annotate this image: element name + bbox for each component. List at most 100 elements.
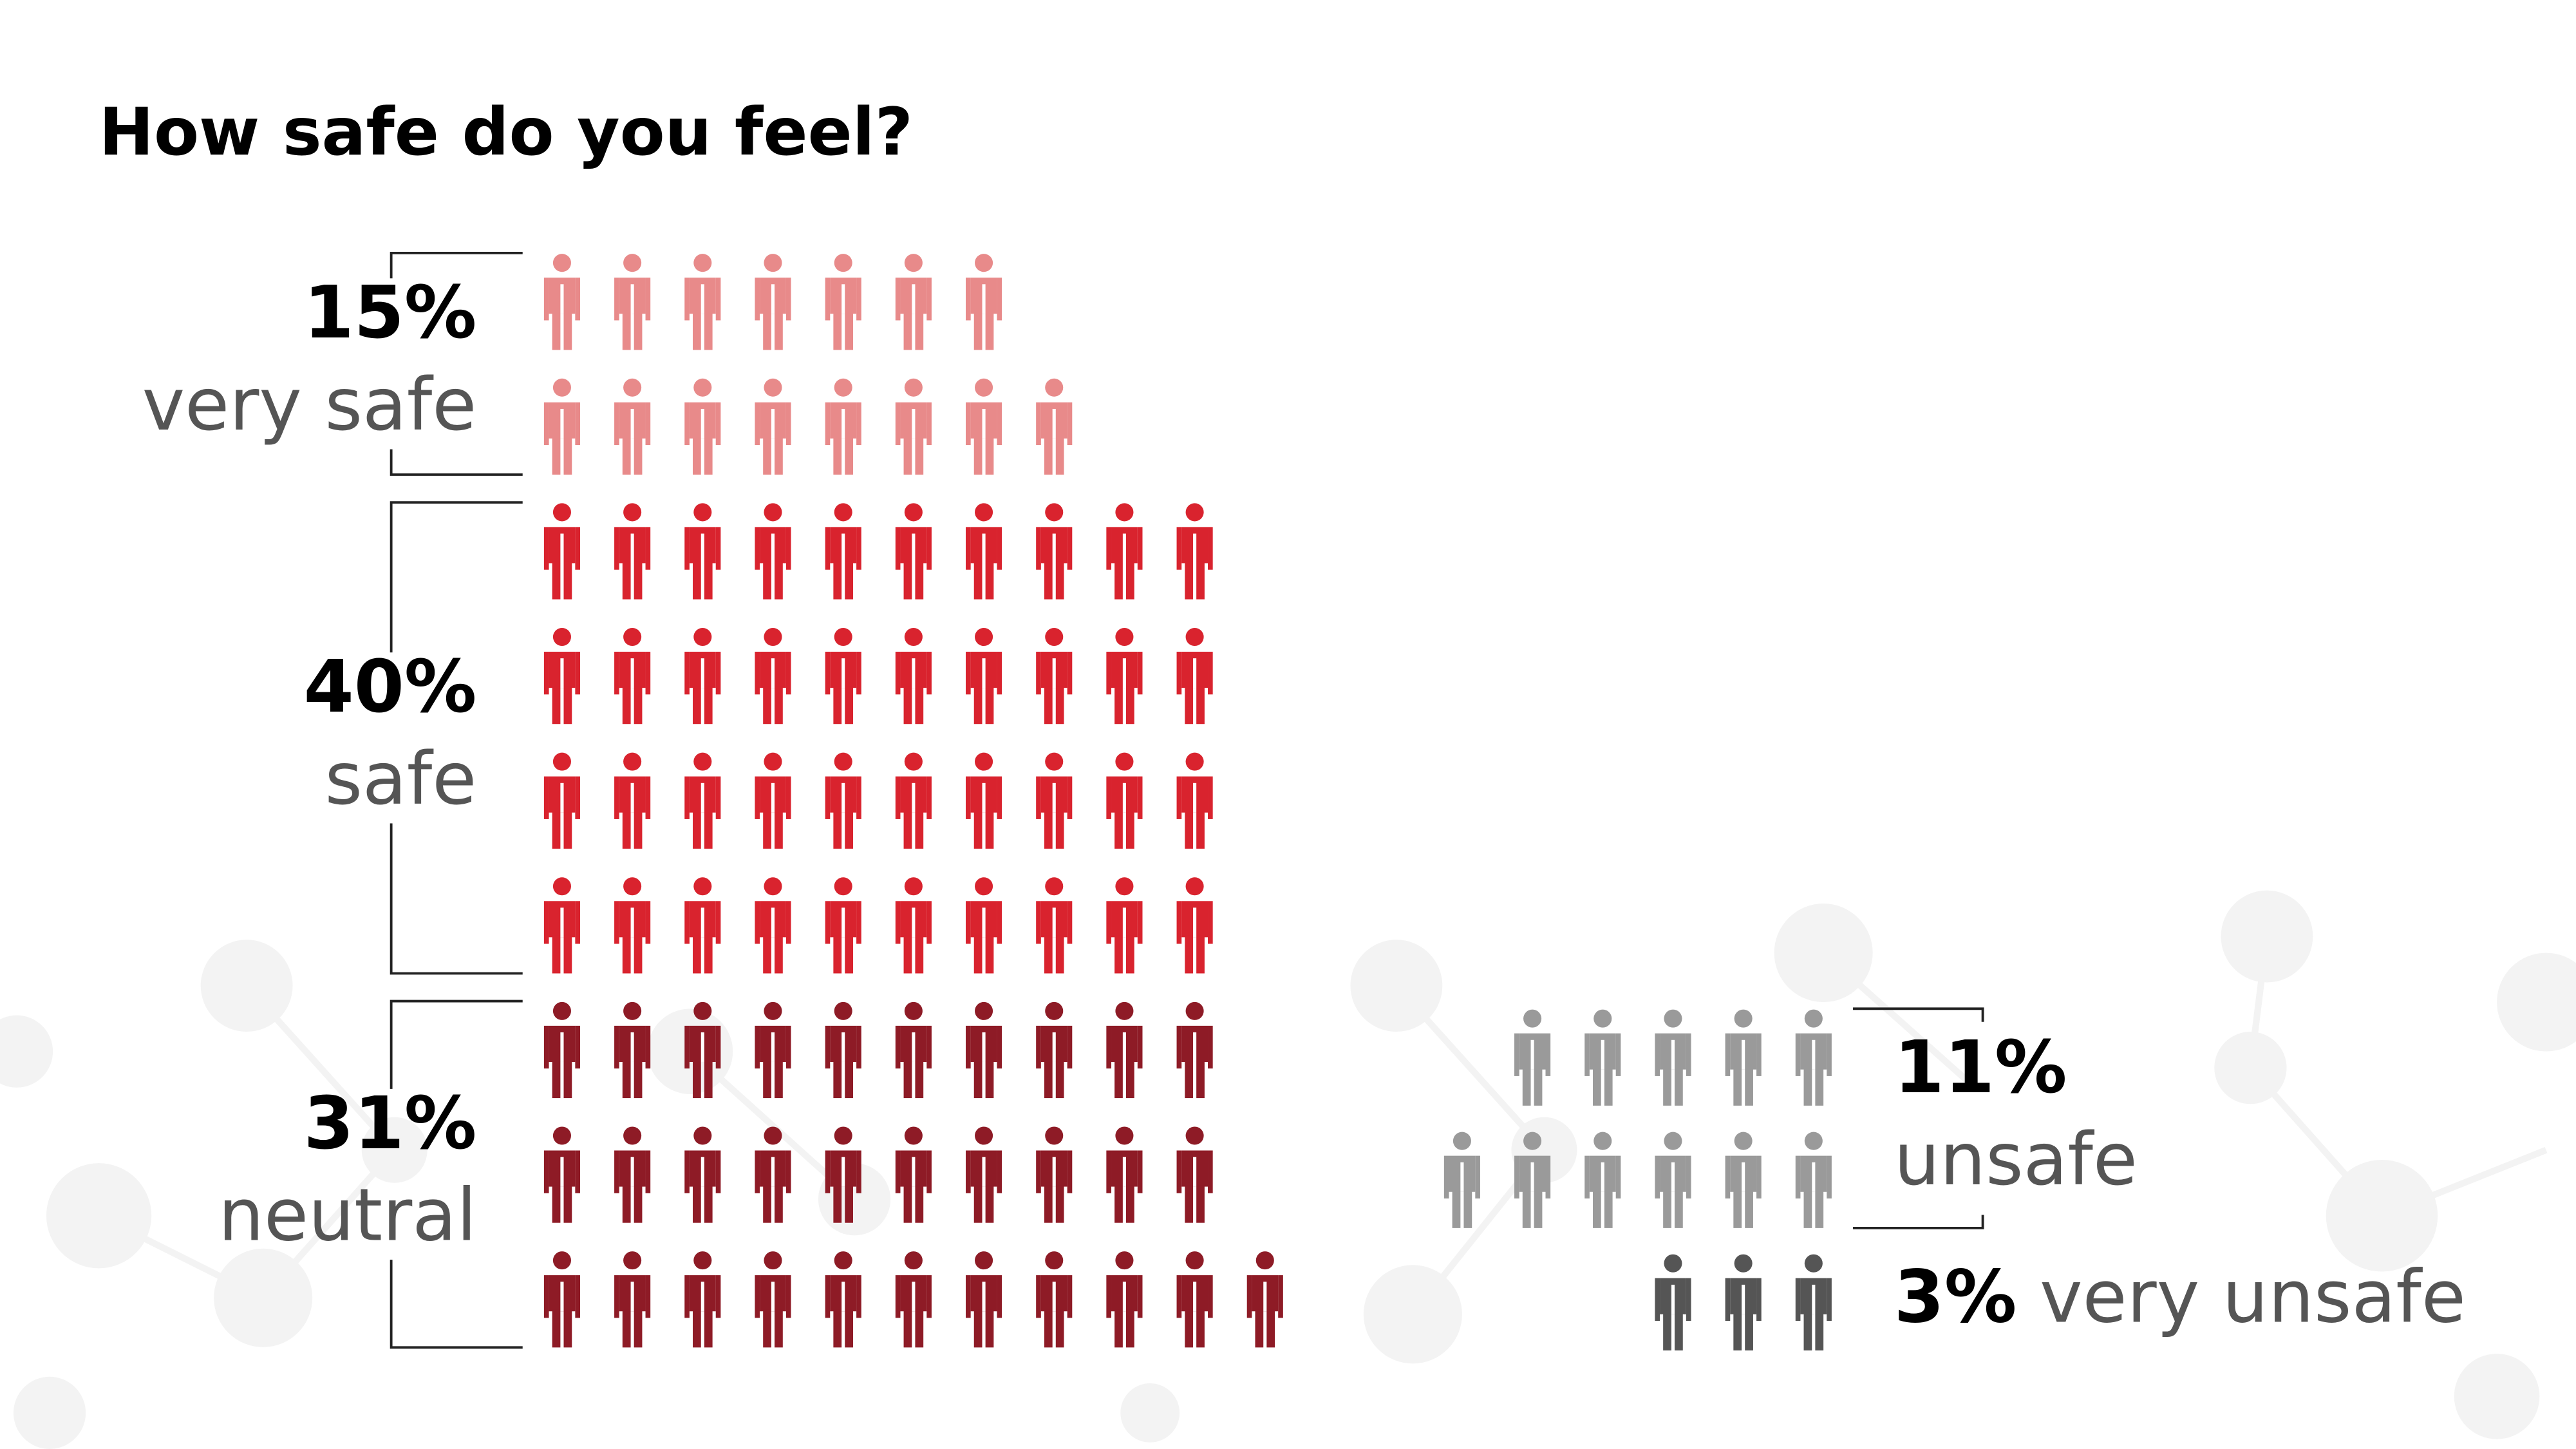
icon-head — [693, 254, 712, 272]
person-icon — [684, 1001, 721, 1099]
icon-arm — [965, 776, 971, 819]
icon-arm — [997, 1025, 1002, 1069]
icon-shirt-line — [1052, 408, 1056, 439]
icon-arm — [1686, 1033, 1691, 1076]
icon-head — [693, 628, 712, 647]
icon-leg — [903, 561, 912, 600]
icon-leg — [1255, 1309, 1264, 1348]
category-label: neutral — [218, 1174, 476, 1258]
icon-shirt-line — [560, 1282, 564, 1312]
icon-arm — [1176, 651, 1182, 695]
icon-leg — [1675, 1068, 1683, 1106]
icon-shirt-line — [560, 533, 564, 564]
icon-leg — [1196, 561, 1205, 600]
icon-head — [1045, 877, 1064, 896]
icon-arm — [614, 651, 619, 695]
icon-head — [904, 503, 923, 522]
icon-head — [904, 254, 923, 272]
icon-arm — [856, 1150, 861, 1193]
person-icon — [1655, 1009, 1691, 1106]
icon-leg — [1125, 935, 1134, 974]
icon-leg — [775, 1309, 783, 1348]
icon-leg — [1745, 1312, 1753, 1350]
icon-leg — [1055, 1309, 1064, 1348]
icon-head — [904, 1126, 923, 1145]
person-icon — [895, 628, 932, 724]
icon-arm — [825, 278, 831, 321]
person-icon — [614, 254, 651, 350]
icon-shirt-line — [771, 907, 775, 938]
icon-leg — [1185, 561, 1194, 600]
icon-leg — [634, 437, 643, 475]
icon-head — [1804, 1132, 1823, 1150]
icon-leg — [833, 1060, 842, 1099]
icon-arm — [1176, 1150, 1182, 1193]
icon-shirt-line — [1193, 782, 1197, 813]
icon-leg — [1044, 811, 1053, 849]
icon-leg — [1114, 686, 1123, 724]
icon-shirt-line — [771, 1157, 775, 1187]
icon-leg — [1604, 1190, 1613, 1228]
icon-shirt-line — [1193, 1282, 1197, 1312]
icon-leg — [985, 1060, 994, 1099]
person-icon — [614, 752, 651, 849]
icon-leg — [1675, 1312, 1683, 1350]
person-icon — [684, 628, 721, 724]
icon-head — [552, 628, 571, 647]
icon-shirt-line — [771, 658, 775, 688]
icon-leg — [1125, 811, 1134, 849]
person-icon — [965, 752, 1002, 849]
icon-arm — [1176, 1275, 1182, 1318]
icon-head — [975, 254, 993, 272]
icon-leg — [1044, 935, 1053, 974]
icon-arm — [543, 1275, 549, 1318]
icon-leg — [563, 561, 572, 600]
icon-leg — [775, 1060, 783, 1099]
icon-head — [552, 752, 571, 771]
icon-leg — [763, 1185, 771, 1223]
person-icon — [825, 1001, 861, 1099]
icon-shirt-line — [912, 408, 916, 439]
icon-head — [1045, 378, 1064, 397]
person-icon — [965, 1001, 1002, 1099]
icon-leg — [1733, 1312, 1742, 1350]
icon-shirt-line — [630, 1282, 634, 1312]
icon-arm — [965, 527, 971, 570]
icon-arm — [1795, 1155, 1801, 1198]
icon-leg — [1663, 1190, 1671, 1228]
person-icon — [543, 503, 581, 600]
icon-leg — [563, 1309, 572, 1348]
icon-shirt-line — [1052, 782, 1056, 813]
icon-arm — [965, 1025, 971, 1069]
icon-leg — [1055, 686, 1064, 724]
icon-head — [904, 752, 923, 771]
icon-arm — [1176, 901, 1182, 944]
icon-head — [764, 877, 782, 896]
icon-arm — [645, 402, 651, 446]
icon-arm — [575, 1150, 581, 1193]
icon-head — [1045, 1126, 1064, 1145]
icon-shirt-line — [560, 782, 564, 813]
icon-leg — [845, 1309, 853, 1348]
icon-head — [1185, 877, 1204, 896]
icon-arm — [997, 776, 1002, 819]
icon-leg — [845, 561, 853, 600]
icon-shirt-line — [1742, 1039, 1745, 1070]
icon-arm — [1137, 1275, 1143, 1318]
icon-head — [764, 1251, 782, 1270]
icon-shirt-line — [700, 907, 704, 938]
icon-arm — [1584, 1155, 1590, 1198]
icon-arm — [1106, 776, 1112, 819]
icon-leg — [1463, 1190, 1472, 1228]
icon-arm — [1137, 527, 1143, 570]
icon-arm — [1176, 776, 1182, 819]
icon-arm — [684, 1275, 690, 1318]
icon-arm — [785, 527, 791, 570]
person-icon — [1514, 1132, 1551, 1228]
person-icon — [1036, 503, 1073, 600]
icon-shirt-line — [982, 1282, 986, 1312]
icon-leg — [563, 1060, 572, 1099]
person-icon — [1725, 1009, 1762, 1106]
person-icon — [1036, 628, 1073, 724]
icon-leg — [1044, 1309, 1053, 1348]
